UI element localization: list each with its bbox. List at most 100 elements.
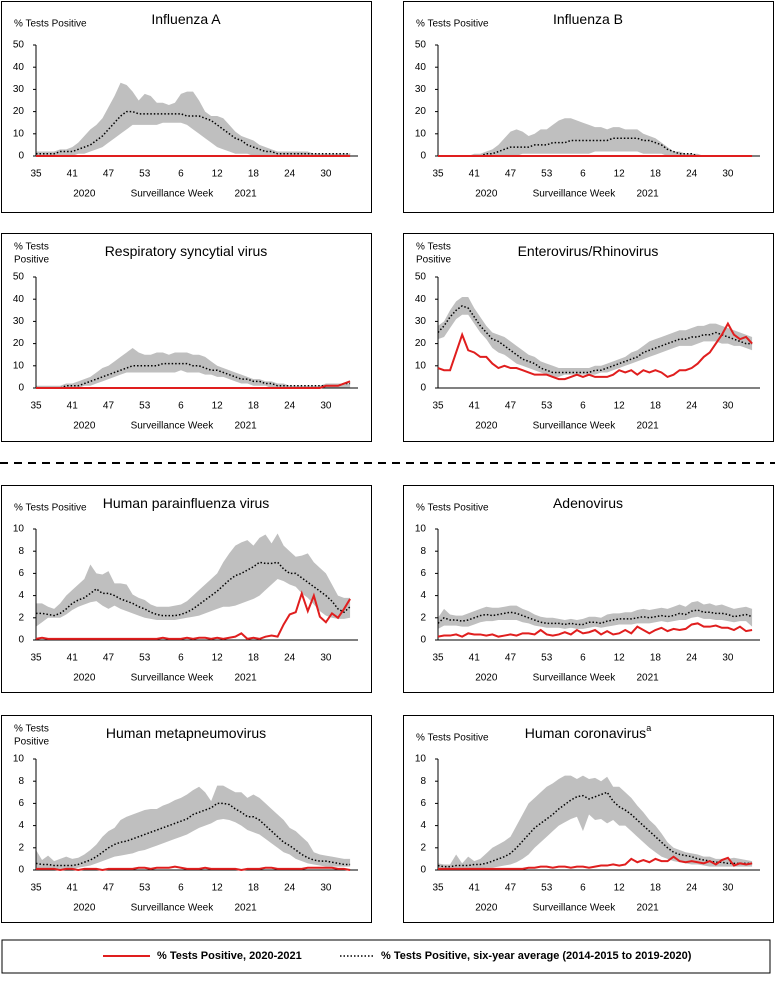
y-tick-label: 10 bbox=[13, 524, 25, 535]
x-tick-label: 41 bbox=[469, 653, 481, 664]
panel-title-text: Human metapneumovirus bbox=[106, 725, 266, 741]
y-tick-label: 10 bbox=[415, 360, 427, 371]
y-axis-label: % Tests bbox=[416, 242, 451, 253]
year-label: 2020 bbox=[475, 673, 498, 684]
y-tick-label: 8 bbox=[420, 546, 426, 557]
x-tick-label: 35 bbox=[30, 401, 42, 412]
x-tick-label: 30 bbox=[722, 169, 734, 180]
current-season-line bbox=[35, 590, 351, 640]
average-line bbox=[437, 305, 753, 374]
x-axis-label: Surveillance Week bbox=[131, 421, 215, 432]
x-tick-label: 30 bbox=[320, 653, 332, 664]
x-tick-label: 24 bbox=[284, 401, 296, 412]
current-season-line bbox=[437, 622, 753, 638]
y-tick-label: 20 bbox=[13, 338, 25, 349]
panel: Human metapneumovirus% TestsPositive0246… bbox=[1, 715, 372, 923]
y-tick-label: 6 bbox=[18, 568, 24, 579]
historical-range-band bbox=[36, 785, 351, 869]
x-tick-label: 35 bbox=[30, 883, 42, 894]
x-tick-label: 41 bbox=[469, 401, 481, 412]
x-tick-label: 12 bbox=[212, 653, 224, 664]
x-tick-label: 53 bbox=[541, 401, 553, 412]
x-tick-label: 24 bbox=[686, 401, 698, 412]
x-axis-label: Surveillance Week bbox=[533, 421, 617, 432]
year-label: 2020 bbox=[475, 903, 498, 914]
historical-range-band bbox=[438, 118, 753, 156]
y-axis-label: % Tests Positive bbox=[14, 19, 87, 30]
y-tick-label: 4 bbox=[18, 590, 24, 601]
year-label: 2021 bbox=[234, 421, 257, 432]
y-tick-label: 40 bbox=[415, 294, 427, 305]
panel-frame bbox=[403, 1, 774, 213]
x-tick-label: 53 bbox=[139, 401, 151, 412]
y-tick-label: 4 bbox=[420, 590, 426, 601]
y-tick-label: 10 bbox=[13, 754, 25, 765]
x-tick-label: 47 bbox=[103, 653, 115, 664]
y-tick-label: 50 bbox=[13, 272, 25, 283]
panel-frame bbox=[403, 233, 774, 442]
x-tick-label: 47 bbox=[505, 169, 517, 180]
y-tick-label: 6 bbox=[420, 798, 426, 809]
panel-title: Respiratory syncytial virus bbox=[105, 243, 268, 259]
panel: Respiratory syncytial virus % Tests Positi… bbox=[1, 233, 372, 442]
y-tick-label: 30 bbox=[13, 316, 25, 327]
x-tick-label: 35 bbox=[432, 401, 444, 412]
y-tick-label: 20 bbox=[13, 106, 25, 117]
x-tick-label: 35 bbox=[30, 653, 42, 664]
y-tick-label: 6 bbox=[18, 798, 24, 809]
panel-frame bbox=[1, 715, 372, 923]
average-line bbox=[35, 802, 351, 867]
panel: Influenza B % Tests Positive 0 10 20 30 40 50 35… bbox=[403, 1, 774, 213]
average-line bbox=[437, 791, 753, 868]
x-tick-label: 6 bbox=[580, 883, 586, 894]
year-label: 2020 bbox=[73, 903, 96, 914]
historical-range-band bbox=[438, 775, 753, 869]
panel-frame bbox=[1, 1, 372, 213]
y-axis-label: Positive bbox=[14, 255, 49, 266]
legend-label: % Tests Positive, six-year average (2014… bbox=[381, 950, 692, 962]
x-tick-label: 24 bbox=[686, 169, 698, 180]
x-tick-label: 6 bbox=[178, 169, 184, 180]
y-tick-label: 50 bbox=[13, 40, 25, 51]
x-tick-label: 12 bbox=[212, 169, 224, 180]
average-line bbox=[36, 362, 351, 389]
panel-frame bbox=[1, 485, 372, 693]
x-tick-label: 47 bbox=[103, 883, 115, 894]
legend-label: % Tests Positive, 2020-2021 bbox=[157, 950, 302, 962]
x-tick-label: 41 bbox=[67, 169, 79, 180]
panel: Influenza A % Tests Positive 0 10 20 30 40 50 35… bbox=[1, 1, 372, 213]
panel-title-text: Adenovirus bbox=[553, 495, 623, 511]
panel-title: Human coronavirusa bbox=[525, 723, 651, 740]
y-axis-label: % Tests bbox=[14, 242, 49, 253]
current-season-line bbox=[437, 321, 753, 381]
x-tick-label: 41 bbox=[67, 883, 79, 894]
x-tick-label: 35 bbox=[30, 169, 42, 180]
year-label: 2021 bbox=[234, 673, 257, 684]
historical-range-band bbox=[36, 533, 351, 627]
current-season-line bbox=[438, 855, 753, 870]
historical-range-band bbox=[36, 82, 351, 156]
x-tick-label: 35 bbox=[432, 883, 444, 894]
year-label: 2020 bbox=[475, 189, 498, 200]
x-tick-label: 18 bbox=[650, 883, 662, 894]
y-tick-label: 50 bbox=[415, 272, 427, 283]
y-axis-label: Positive bbox=[14, 737, 49, 748]
y-tick-label: 40 bbox=[415, 62, 427, 73]
panel-frame bbox=[403, 715, 774, 923]
panel-frame bbox=[1, 233, 372, 442]
y-tick-label: 30 bbox=[415, 84, 427, 95]
panel-title-text: Respiratory syncytial virus bbox=[105, 243, 268, 259]
x-axis-label: Surveillance Week bbox=[131, 673, 215, 684]
y-tick-label: 4 bbox=[420, 820, 426, 831]
x-tick-label: 12 bbox=[212, 883, 224, 894]
x-tick-label: 6 bbox=[178, 883, 184, 894]
panel: Human coronavirusa% Tests Positive024681… bbox=[403, 715, 774, 923]
y-tick-label: 30 bbox=[13, 84, 25, 95]
y-tick-label: 20 bbox=[415, 106, 427, 117]
x-tick-label: 53 bbox=[541, 169, 553, 180]
x-tick-label: 41 bbox=[67, 653, 79, 664]
x-tick-label: 6 bbox=[580, 401, 586, 412]
y-tick-label: 2 bbox=[420, 612, 426, 623]
